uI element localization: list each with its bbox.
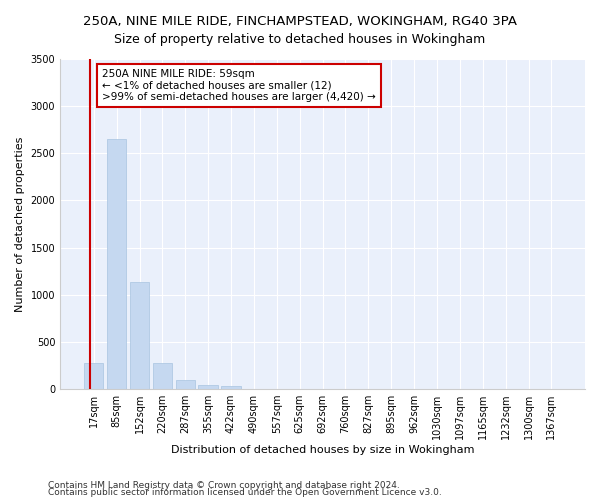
Bar [130, 282, 149, 389]
Y-axis label: Number of detached properties: Number of detached properties [15, 136, 25, 312]
Bar [107, 139, 127, 389]
Bar [199, 385, 218, 389]
Text: Contains public sector information licensed under the Open Government Licence v3: Contains public sector information licen… [48, 488, 442, 497]
Text: Size of property relative to detached houses in Wokingham: Size of property relative to detached ho… [115, 32, 485, 46]
Bar [84, 362, 103, 389]
Text: Contains HM Land Registry data © Crown copyright and database right 2024.: Contains HM Land Registry data © Crown c… [48, 480, 400, 490]
Text: 250A NINE MILE RIDE: 59sqm
← <1% of detached houses are smaller (12)
>99% of sem: 250A NINE MILE RIDE: 59sqm ← <1% of deta… [102, 69, 376, 102]
Bar [221, 386, 241, 389]
Text: 250A, NINE MILE RIDE, FINCHAMPSTEAD, WOKINGHAM, RG40 3PA: 250A, NINE MILE RIDE, FINCHAMPSTEAD, WOK… [83, 15, 517, 28]
Bar [176, 380, 195, 389]
X-axis label: Distribution of detached houses by size in Wokingham: Distribution of detached houses by size … [171, 445, 475, 455]
Bar [152, 362, 172, 389]
